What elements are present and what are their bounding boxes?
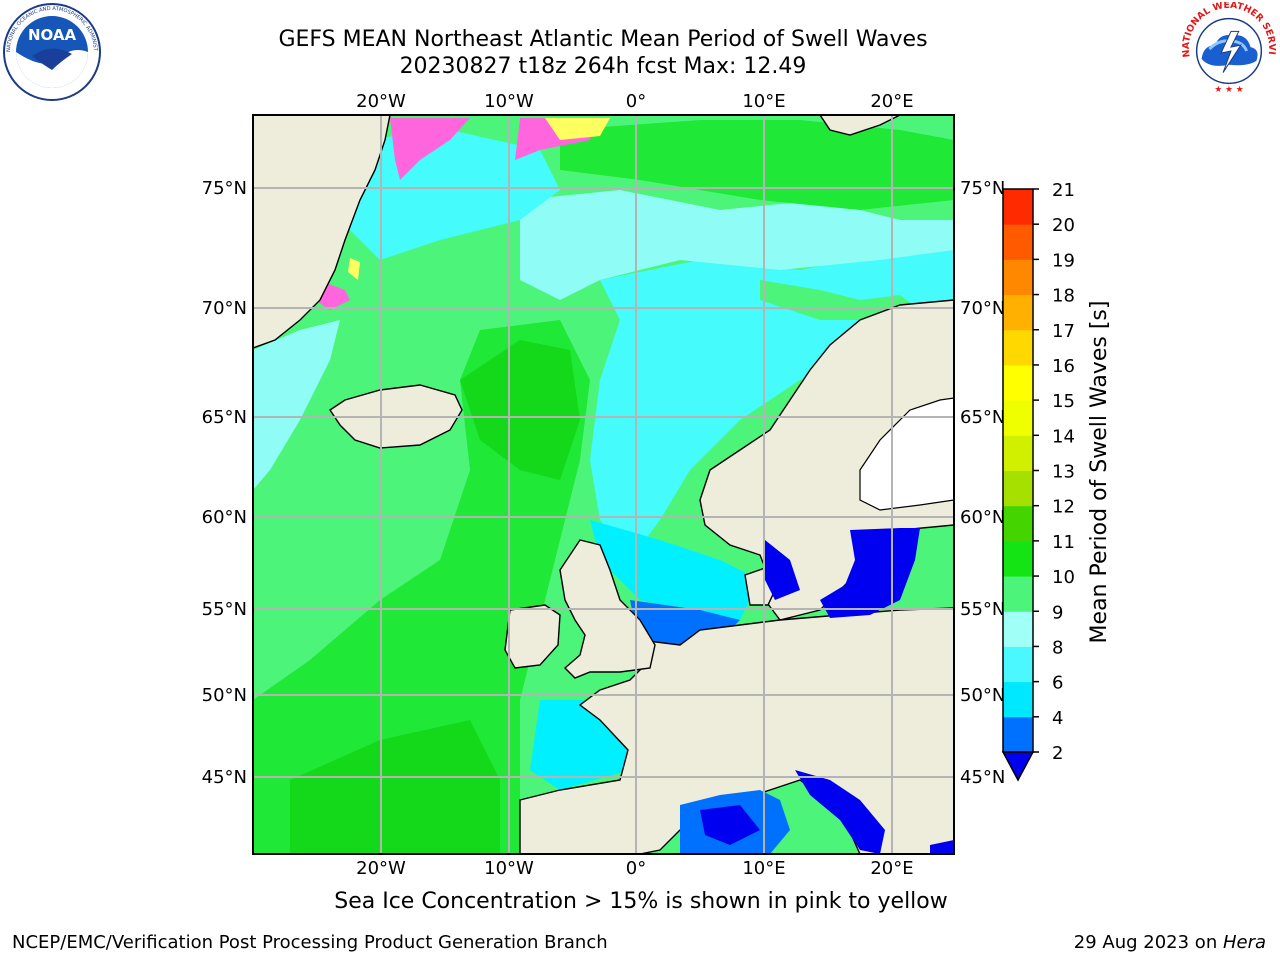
sea-adriatic <box>795 770 885 854</box>
land-greenland <box>253 115 391 349</box>
footer-date: 29 Aug 2023 on Hera <box>1073 932 1266 953</box>
lat-label-left: 60°N <box>202 507 247 528</box>
noaa-logo: NOAA NATIONAL OCEANIC AND ATMOSPHERIC AD… <box>2 2 101 101</box>
colorbar-segment <box>1003 435 1033 471</box>
colorbar-tick-label: 15 <box>1052 391 1075 412</box>
swell-band-11-12 <box>460 340 580 480</box>
lon-label-top: 20°E <box>870 91 913 112</box>
svg-text:★ ★ ★: ★ ★ ★ <box>1214 85 1243 95</box>
lat-label-right: 50°N <box>960 685 1005 706</box>
colorbar-segment <box>1003 540 1033 577</box>
lon-label-top: 10°W <box>484 91 534 112</box>
lon-label-bottom: 10°E <box>742 858 785 879</box>
colorbar-tick-label: 8 <box>1052 637 1063 658</box>
lat-label-right: 60°N <box>960 507 1005 528</box>
colorbar-tick-label: 17 <box>1052 321 1075 342</box>
lat-label-left: 55°N <box>202 599 247 620</box>
land-ireland <box>504 604 561 669</box>
land-svalbard <box>819 115 901 136</box>
map-graticule <box>253 115 954 854</box>
colorbar-segment <box>1003 329 1033 366</box>
colorbar: 2 4 6 8 9 10 11 12 13 14 15 16 17 18 19 20 21 <box>1001 180 1075 782</box>
colorbar-segment <box>1003 505 1033 542</box>
colorbar-segment <box>1003 259 1033 296</box>
colorbar-tick-label: 10 <box>1052 567 1075 588</box>
noaa-logo-text: NOAA <box>28 26 77 44</box>
colorbar-tick-label: 13 <box>1052 462 1075 483</box>
swell-band-south <box>290 720 500 854</box>
lon-label-bottom: 20°E <box>870 858 913 879</box>
lon-label-bottom: 10°W <box>484 858 534 879</box>
colorbar-tick-label: 11 <box>1052 532 1075 553</box>
colorbar-tick-label: 14 <box>1052 426 1075 447</box>
chart-subtitle: 20230827 t18z 264h fcst Max: 12.49 <box>399 54 807 79</box>
lat-label-left: 70°N <box>202 298 247 319</box>
colorbar-tick-label: 12 <box>1052 497 1075 518</box>
colorbar-segment <box>1003 294 1033 331</box>
footer-host: Hera <box>1222 932 1266 953</box>
colorbar-segment <box>1003 224 1033 260</box>
colorbar-tick-label: 16 <box>1052 356 1075 377</box>
lat-label-right: 75°N <box>960 178 1005 199</box>
map-frame <box>252 114 955 855</box>
colorbar-segment <box>1003 681 1033 718</box>
lat-label-right: 70°N <box>960 298 1005 319</box>
nws-logo: NATIONAL WEATHER SERVICE ★ ★ ★ <box>1180 2 1277 99</box>
sea-ice-note: Sea Ice Concentration > 15% is shown in … <box>334 889 948 914</box>
colorbar-under-triangle <box>1001 751 1035 782</box>
lat-label-right: 65°N <box>960 407 1005 428</box>
colorbar-label: Mean Period of Swell Waves [s] <box>1087 301 1112 644</box>
colorbar-tick-label: 20 <box>1052 215 1075 236</box>
swell-band-norwegian-sea-light <box>520 190 954 300</box>
colorbar-tick-label: 21 <box>1052 180 1075 201</box>
colorbar-segment <box>1003 576 1033 612</box>
colorbar-tick-label: 9 <box>1052 602 1063 623</box>
lat-label-left: 75°N <box>202 178 247 199</box>
lat-label-left: 50°N <box>202 685 247 706</box>
lon-label-bottom: 20°W <box>356 858 406 879</box>
footer-credit: NCEP/EMC/Verification Post Processing Pr… <box>12 932 608 953</box>
sea-baltic <box>820 528 920 618</box>
colorbar-tick-label: 19 <box>1052 250 1075 271</box>
swell-band-north-sea <box>590 520 760 620</box>
lon-label-top: 10°E <box>742 91 785 112</box>
swell-band-west <box>253 320 340 490</box>
lat-label-left: 45°N <box>202 767 247 788</box>
colorbar-tick-label: 4 <box>1052 708 1063 729</box>
lon-label-bottom: 0° <box>626 858 646 879</box>
colorbar-tick-label: 18 <box>1052 286 1075 307</box>
sea-ice-east-greenland <box>390 118 470 180</box>
colorbar-segment <box>1003 189 1033 225</box>
lon-label-top: 20°W <box>356 91 406 112</box>
lat-label-right: 55°N <box>960 599 1005 620</box>
colorbar-tick-label: 2 <box>1052 743 1063 764</box>
land-sweden-nodata <box>859 397 954 511</box>
colorbar-segment <box>1003 716 1033 753</box>
colorbar-segment <box>1003 611 1033 647</box>
colorbar-segment <box>1003 646 1033 683</box>
chart-title: GEFS MEAN Northeast Atlantic Mean Period… <box>278 27 928 52</box>
colorbar-segment <box>1003 400 1033 436</box>
lon-label-top: 0° <box>626 91 646 112</box>
colorbar-segment <box>1003 364 1033 401</box>
lat-label-left: 65°N <box>202 407 247 428</box>
lat-label-right: 45°N <box>960 767 1005 788</box>
colorbar-segment <box>1003 470 1033 507</box>
colorbar-tick-label: 6 <box>1052 673 1063 694</box>
